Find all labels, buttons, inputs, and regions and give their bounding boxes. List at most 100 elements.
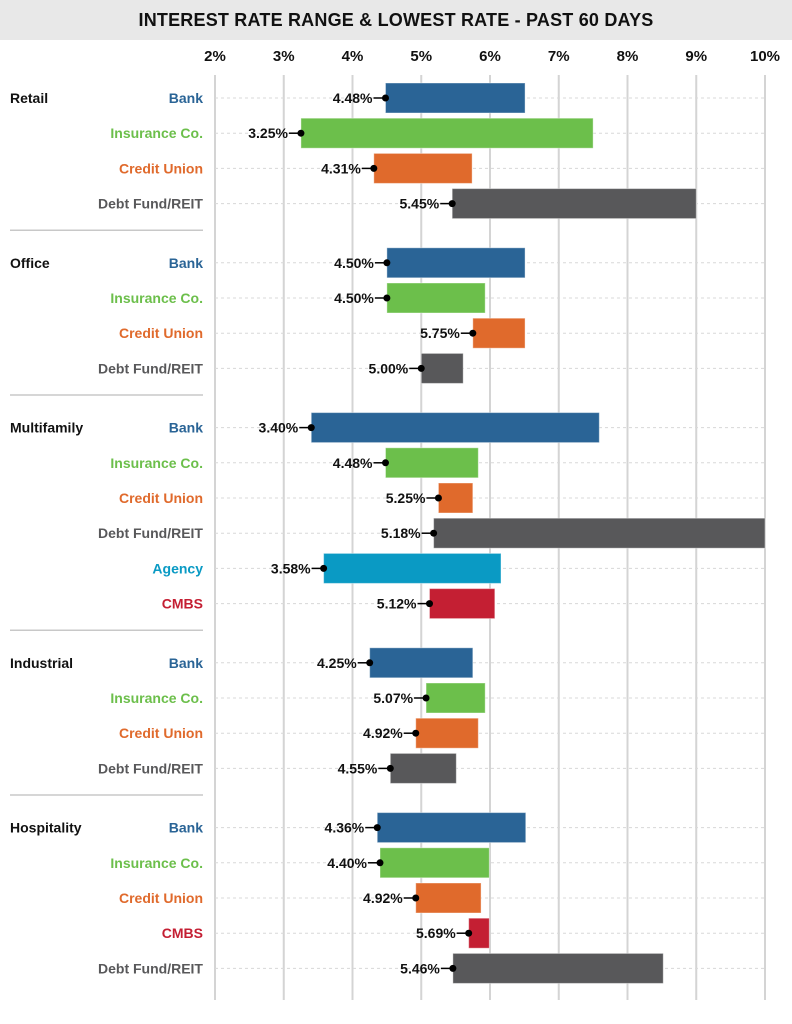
x-tick-label: 9% [685, 48, 707, 65]
low-marker-dot [376, 859, 384, 867]
lender-label: Bank [169, 90, 203, 106]
lender-label: Credit Union [119, 325, 203, 341]
low-rate-label: 5.18% [381, 525, 421, 541]
low-rate-label: 3.40% [259, 420, 299, 436]
low-rate-label: 5.07% [373, 690, 413, 706]
range-bar [433, 517, 766, 549]
lender-label: Insurance Co. [110, 125, 203, 141]
lender-label: Debt Fund/REIT [98, 760, 203, 776]
lender-label: Credit Union [119, 725, 203, 741]
group-label: Office [10, 255, 50, 271]
low-rate-label: 5.75% [420, 325, 460, 341]
low-rate-label: 4.92% [363, 890, 403, 906]
low-rate-label: 5.25% [386, 490, 426, 506]
x-tick-label: 6% [479, 48, 501, 65]
low-marker-dot [422, 694, 430, 702]
range-bar [429, 588, 496, 620]
low-marker-dot [320, 564, 328, 572]
range-bar [376, 812, 527, 844]
low-marker-dot [386, 764, 394, 772]
range-bar [379, 847, 490, 879]
range-bar [369, 647, 474, 679]
low-marker-dot [448, 200, 456, 208]
range-bar [386, 282, 486, 314]
low-marker-dot [307, 424, 315, 432]
x-tick-label: 3% [273, 48, 295, 65]
range-bar [389, 752, 457, 784]
group-label: Industrial [10, 655, 73, 671]
low-rate-label: 5.00% [369, 360, 409, 376]
lender-label: Bank [169, 820, 203, 836]
range-bar [386, 247, 526, 279]
lender-label: Credit Union [119, 490, 203, 506]
low-rate-label: 5.12% [377, 596, 417, 612]
low-rate-label: 4.36% [325, 820, 365, 836]
low-rate-label: 4.48% [333, 90, 373, 106]
range-bar [415, 717, 479, 749]
lender-label: Credit Union [119, 160, 203, 176]
low-marker-dot [366, 659, 374, 667]
x-tick-label: 10% [750, 48, 780, 65]
range-bar [437, 482, 474, 514]
low-marker-dot [430, 529, 438, 537]
low-marker-dot [465, 929, 473, 937]
low-rate-label: 4.48% [333, 455, 373, 471]
low-marker-dot [383, 294, 391, 302]
low-marker-dot [382, 459, 389, 467]
lender-label: Insurance Co. [110, 290, 203, 306]
group-label: Retail [10, 90, 48, 106]
low-rate-label: 4.55% [338, 760, 378, 776]
low-rate-label: 4.50% [334, 290, 374, 306]
low-rate-label: 4.50% [334, 255, 374, 271]
low-marker-dot [297, 129, 305, 137]
range-bar [415, 882, 482, 914]
range-bar [452, 952, 664, 984]
lender-label: Insurance Co. [110, 455, 203, 471]
group-label: Hospitality [10, 820, 82, 836]
low-marker-dot [373, 824, 381, 832]
low-marker-dot [412, 894, 420, 902]
chart-title: INTEREST RATE RANGE & LOWEST RATE - PAST… [0, 0, 792, 40]
low-marker-dot [417, 364, 425, 372]
low-rate-label: 5.45% [399, 196, 439, 212]
range-bar [373, 152, 473, 184]
range-bar [385, 447, 479, 479]
range-bar [323, 552, 502, 584]
range-bar [385, 82, 526, 114]
lender-label: Insurance Co. [110, 690, 203, 706]
lender-label: Credit Union [119, 890, 203, 906]
low-rate-label: 5.69% [416, 925, 456, 941]
group-label: Multifamily [10, 420, 83, 436]
lender-label: Agency [152, 560, 203, 576]
range-bar [451, 188, 697, 220]
lender-label: Debt Fund/REIT [98, 960, 203, 976]
low-marker-dot [412, 729, 420, 737]
low-rate-label: 3.58% [271, 560, 311, 576]
x-tick-label: 4% [342, 48, 364, 65]
lender-label: Debt Fund/REIT [98, 525, 203, 541]
low-marker-dot [469, 329, 477, 337]
low-marker-dot [434, 494, 442, 502]
low-rate-label: 4.25% [317, 655, 357, 671]
lender-label: Bank [169, 655, 203, 671]
lender-label: Debt Fund/REIT [98, 196, 203, 212]
lender-label: Bank [169, 255, 203, 271]
lender-label: Insurance Co. [110, 855, 203, 871]
lender-label: Bank [169, 420, 203, 436]
low-marker-dot [382, 94, 389, 102]
low-rate-label: 4.92% [363, 725, 403, 741]
low-rate-label: 4.40% [327, 855, 367, 871]
low-marker-dot [383, 259, 391, 267]
range-bar [310, 412, 600, 444]
range-bar [420, 352, 464, 384]
x-tick-label: 2% [204, 48, 226, 65]
range-bar [425, 682, 486, 714]
low-rate-label: 4.31% [321, 160, 361, 176]
low-marker-dot [370, 164, 378, 172]
lender-label: Debt Fund/REIT [98, 360, 203, 376]
low-rate-label: 3.25% [248, 125, 288, 141]
x-tick-label: 5% [410, 48, 432, 65]
range-bar [472, 317, 526, 349]
low-marker-dot [426, 600, 433, 608]
